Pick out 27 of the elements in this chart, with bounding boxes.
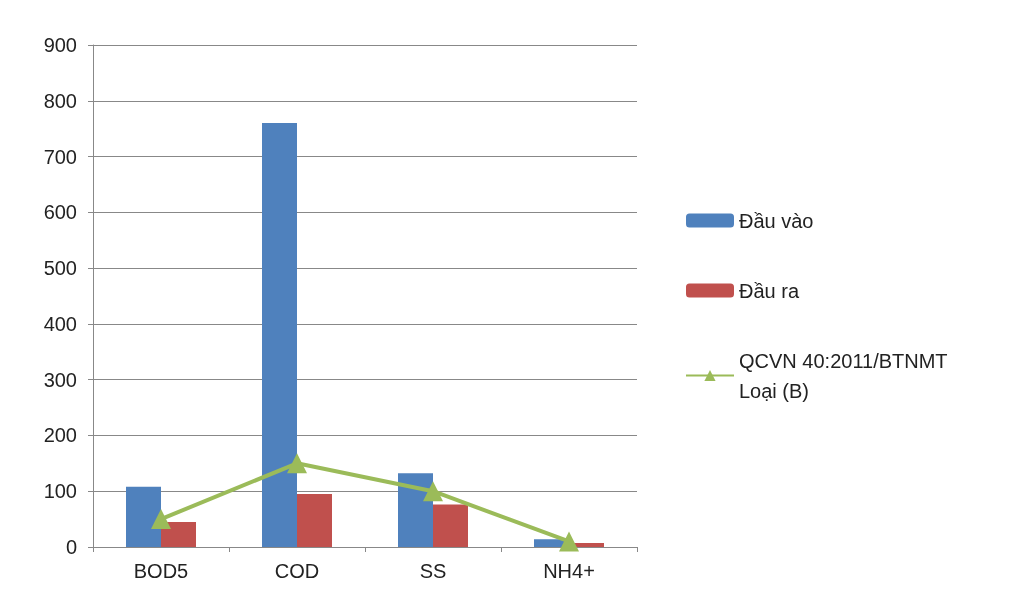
bar	[161, 521, 196, 547]
x-tick-label: BOD5	[133, 560, 189, 582]
y-tick-label: 0	[65, 536, 77, 558]
x-tick-label: NH4+	[543, 560, 595, 582]
legend-label: QCVN 40:2011/BTNMT Loại (B)	[739, 349, 953, 402]
y-tick-label: 500	[43, 257, 77, 280]
bar	[297, 494, 332, 547]
point	[423, 481, 443, 502]
legend-label: Đầu vào	[739, 209, 814, 232]
y-tick-label: 800	[43, 89, 77, 112]
x-tick-label: COD	[274, 560, 320, 582]
y-tick-label: 400	[43, 312, 77, 335]
x-tick-label: SS	[419, 560, 447, 582]
point	[287, 453, 307, 474]
y-tick-label: 300	[43, 368, 77, 391]
bar	[262, 123, 297, 547]
point	[559, 531, 579, 552]
y-tick-label: 600	[43, 201, 77, 224]
legend-label: Đầu ra	[739, 279, 800, 302]
y-tick-label: 100	[43, 480, 77, 503]
y-tick-label: 900	[43, 34, 77, 56]
bar	[433, 504, 468, 547]
bar	[126, 486, 161, 547]
y-tick-label: 700	[43, 145, 77, 168]
bar	[398, 473, 433, 547]
point	[151, 509, 171, 530]
y-tick-label: 200	[43, 424, 77, 447]
